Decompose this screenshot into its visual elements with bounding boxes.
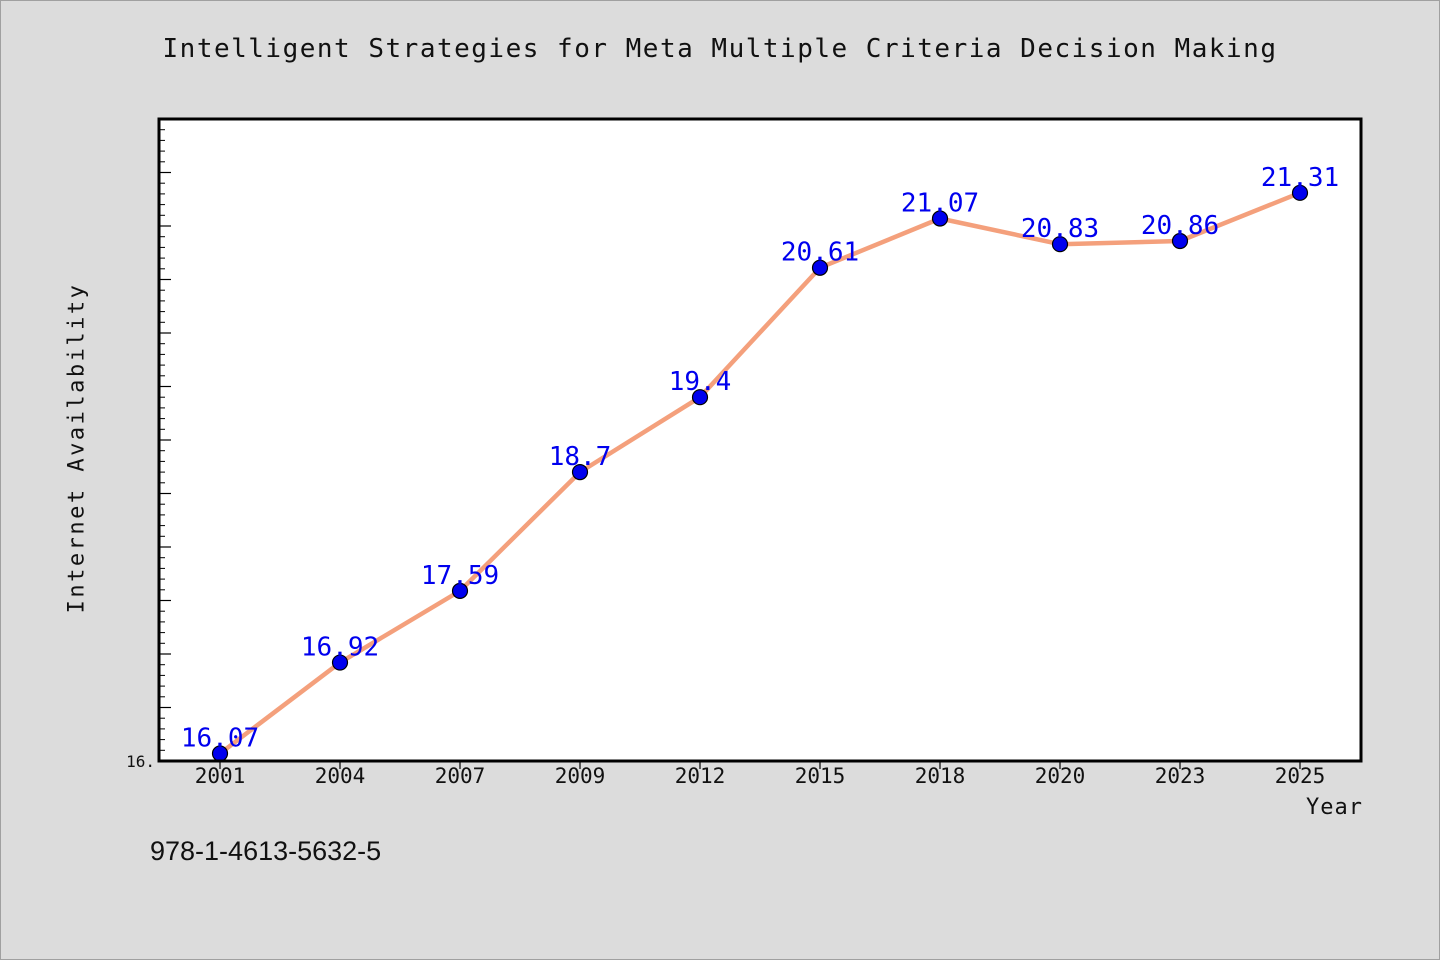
- data-point: [571, 464, 589, 481]
- tick-labels: 16. 2001 2004 2007 2009 2012 2015 2018 2020 2023 2…: [126, 752, 1325, 788]
- data-label: 20.83: [1021, 214, 1099, 244]
- y-tick-label: 16.: [126, 752, 155, 771]
- data-point: [331, 654, 349, 671]
- x-tick-label: 2012: [675, 764, 726, 788]
- x-tick-label: 2015: [795, 764, 846, 788]
- x-axis-label: Year: [1306, 795, 1363, 820]
- data-point: [931, 210, 949, 227]
- data-point: [1171, 232, 1189, 250]
- data-labels: 16.07 16.92 17.59 18.7 19.4 20.61 21.07 20.83 20…: [181, 163, 1339, 754]
- chart-title: Intelligent Strategies for Meta Multiple…: [162, 34, 1278, 64]
- data-markers: [211, 184, 1309, 762]
- x-tick-label: 2025: [1275, 764, 1326, 788]
- x-tick-label: 2023: [1155, 764, 1206, 788]
- data-label: 21.31: [1261, 163, 1339, 193]
- x-tick-label: 2004: [315, 764, 366, 788]
- data-label: 19.4: [669, 367, 732, 397]
- data-label: 20.86: [1141, 211, 1219, 241]
- x-tick-label: 2020: [1035, 764, 1086, 788]
- plot-area: [159, 119, 1361, 761]
- x-tick-label: 2007: [435, 764, 486, 788]
- data-point: [691, 389, 709, 406]
- data-label: 21.07: [901, 189, 979, 219]
- x-tick-label: 2001: [195, 764, 246, 788]
- data-label: 16.92: [301, 633, 379, 663]
- data-label: 18.7: [549, 442, 612, 472]
- series-line: [217, 190, 1303, 756]
- plot-border: [157, 117, 1363, 763]
- data-point: [1051, 236, 1069, 253]
- data-label: 17.59: [421, 561, 499, 591]
- x-tick-label: 2018: [915, 764, 966, 788]
- data-point: [811, 259, 829, 276]
- data-point: [451, 582, 469, 599]
- data-label: 20.61: [781, 238, 859, 268]
- isbn-footer: 978-1-4613-5632-5: [150, 836, 382, 866]
- x-tick-label: 2009: [555, 764, 606, 788]
- data-point: [1291, 184, 1309, 201]
- data-label: 16.07: [181, 724, 259, 754]
